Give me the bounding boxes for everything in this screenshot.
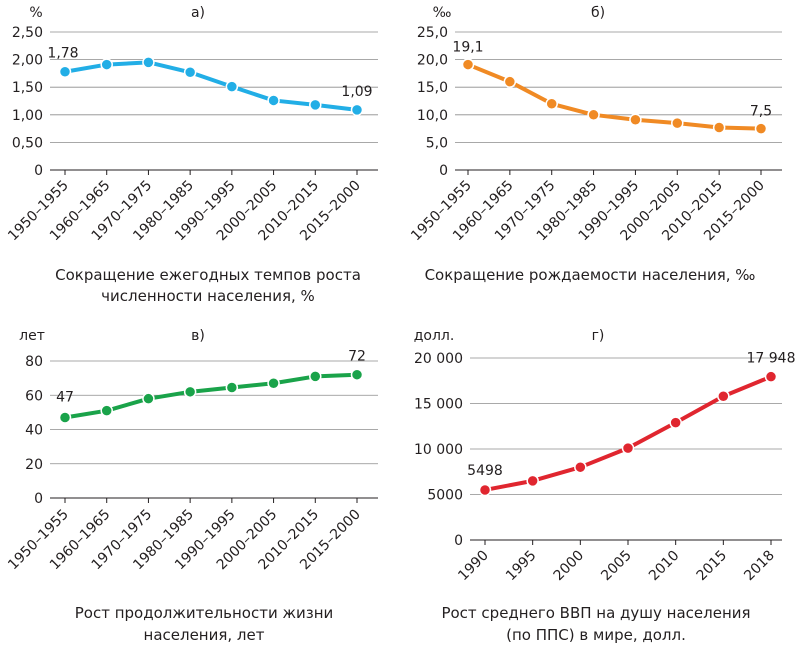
data-point	[142, 392, 155, 405]
data-point	[669, 416, 682, 429]
y-tick-label: 10,0	[417, 108, 448, 124]
chart-caption: Сокращение ежегодных темпов роста	[55, 266, 361, 284]
unit-label: лет	[19, 328, 45, 344]
chart-panel-2: 05,010,015,020,025,0‰ б)1950–19551960–196…	[408, 5, 782, 284]
data-point	[267, 94, 280, 107]
y-tick-label: 15,0	[417, 80, 448, 96]
x-tick-label: 1990	[455, 548, 492, 585]
data-point	[309, 98, 322, 112]
x-tick-label: 2015	[694, 548, 731, 585]
y-tick-label: 60	[25, 388, 43, 404]
data-point	[629, 113, 642, 127]
x-tick-label: 2018	[741, 548, 778, 585]
data-point	[754, 122, 768, 135]
data-point	[142, 56, 155, 69]
y-tick-label: 20,0	[417, 53, 448, 69]
data-label: 5498	[467, 463, 503, 479]
data-point	[461, 58, 475, 71]
y-tick-label: 20	[25, 457, 43, 473]
data-point	[100, 58, 113, 71]
data-point	[671, 116, 684, 130]
chart-panel-1: 00,501,001,502,002,50% а)1950–19551960–19…	[5, 5, 378, 305]
y-tick-label: 25,0	[417, 25, 448, 41]
data-point	[764, 370, 778, 383]
y-tick-label: 5,0	[426, 135, 448, 151]
y-tick-label: 10 000	[414, 442, 463, 458]
y-tick-label: 0	[439, 163, 448, 179]
y-tick-label: 2,00	[12, 53, 43, 69]
series-line	[63, 60, 359, 112]
data-label: 72	[348, 349, 366, 365]
data-point	[350, 103, 364, 117]
x-tick-label: 2000	[551, 548, 588, 585]
data-point	[225, 80, 239, 93]
chart-caption: Рост продолжительности жизни	[75, 604, 334, 622]
y-tick-label: 20 000	[414, 351, 463, 367]
chart-caption: численности населения, %	[101, 287, 315, 305]
data-point	[267, 377, 280, 390]
data-point	[587, 108, 600, 122]
panel-label: б)	[591, 5, 605, 21]
data-label: 19,1	[452, 40, 483, 56]
y-tick-label: 0	[34, 491, 43, 507]
x-tick-label: 1995	[503, 548, 540, 585]
chart-caption: (по ППС) в мире, долл.	[506, 626, 686, 644]
data-point	[545, 97, 558, 111]
chart-panel-4: 0 5000 10 000 15 000 20 000 долл. г) 1990 1995 20…	[414, 328, 796, 644]
data-point	[225, 381, 239, 394]
y-tick-label: 0	[34, 163, 43, 179]
y-tick-label: 1,50	[12, 80, 43, 96]
data-label: 17 948	[747, 351, 796, 367]
unit-label: %	[29, 5, 42, 21]
unit-label: долл.	[414, 328, 455, 344]
data-label: 7,5	[750, 104, 772, 120]
panel-label: а)	[191, 5, 205, 21]
x-tick-label: 2010	[646, 548, 683, 585]
y-tick-label: 1,00	[12, 108, 43, 124]
y-tick-label: 15 000	[414, 397, 463, 413]
data-point	[309, 370, 322, 383]
y-tick-label: 0	[454, 533, 463, 549]
data-point	[58, 411, 72, 424]
y-tick-label: 2,50	[12, 25, 43, 41]
data-label: 47	[56, 390, 74, 406]
data-point	[574, 460, 587, 474]
data-label: 1,78	[47, 46, 78, 62]
y-tick-label: 0,50	[12, 135, 43, 151]
data-point	[350, 368, 364, 381]
data-point	[183, 385, 197, 399]
data-point	[100, 404, 113, 417]
data-point	[503, 75, 517, 88]
panel-label: г)	[592, 328, 605, 344]
chart-caption: Рост среднего ВВП на душу населения	[441, 604, 750, 622]
data-point	[58, 65, 72, 78]
panel-label: в)	[191, 328, 205, 344]
data-point	[183, 66, 197, 79]
y-tick-label: 40	[25, 423, 43, 439]
unit-label: ‰	[433, 5, 452, 21]
data-point	[621, 441, 635, 455]
chart-caption: населения, лет	[144, 626, 265, 644]
data-point	[712, 121, 726, 134]
y-tick-label: 5000	[427, 488, 463, 504]
series-line	[466, 62, 763, 131]
series-line	[63, 372, 359, 420]
y-tick-label: 80	[25, 354, 43, 370]
data-point	[526, 474, 539, 488]
data-point	[717, 389, 730, 403]
data-point	[478, 483, 492, 497]
data-label: 1,09	[341, 84, 372, 100]
x-tick-label: 2005	[598, 548, 635, 585]
chart-caption: Сокращение рождаемости населения, ‰	[425, 266, 756, 284]
